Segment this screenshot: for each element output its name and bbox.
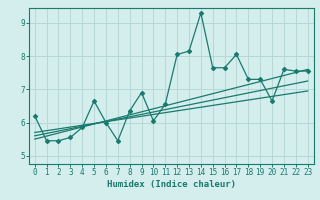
Point [269,99,275,103]
Point [175,53,180,56]
Point [187,50,192,53]
Point [293,69,298,73]
Point [44,139,49,142]
Point [127,109,132,112]
Point [56,139,61,142]
Point [68,136,73,139]
Point [163,103,168,106]
X-axis label: Humidex (Indice chaleur): Humidex (Indice chaleur) [107,180,236,189]
Point [246,78,251,81]
Point [80,126,85,129]
Point [151,119,156,122]
Point [139,91,144,94]
Point [115,139,120,142]
Point [281,68,286,71]
Point [234,53,239,56]
Point [92,99,97,103]
Point [305,69,310,73]
Point [258,78,263,81]
Point [32,114,37,117]
Point [222,66,227,69]
Point [103,121,108,124]
Point [198,11,204,15]
Point [210,66,215,69]
